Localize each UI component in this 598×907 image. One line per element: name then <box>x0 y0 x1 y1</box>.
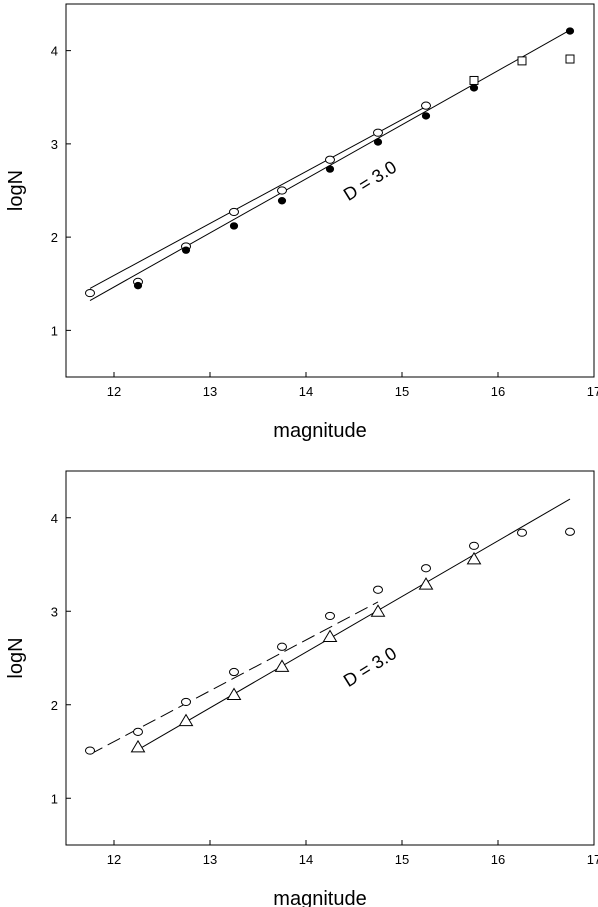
open-triangle-point <box>322 629 338 642</box>
filled-circle-point <box>325 165 335 173</box>
open-triangle-point <box>274 659 290 672</box>
open-circle-point <box>421 564 431 573</box>
y-tick-label: 1 <box>51 791 58 806</box>
plot-frame <box>65 3 595 378</box>
axis-ticks <box>66 517 595 845</box>
open-circle-point <box>277 642 287 651</box>
fit-line-solid <box>89 29 571 301</box>
open-circle-point <box>181 697 191 707</box>
x-tick-label: 15 <box>395 852 409 867</box>
y-tick-label: 1 <box>51 323 58 338</box>
open-square-point <box>565 54 575 64</box>
open-circle-point <box>373 585 383 594</box>
x-tick-label: 15 <box>395 384 409 399</box>
x-tick-label: 17 <box>587 852 598 867</box>
y-tick-label: 4 <box>51 44 58 59</box>
fit-line-dashed <box>89 601 379 755</box>
open-triangle-point <box>226 687 242 700</box>
x-tick-label: 14 <box>299 384 313 399</box>
open-circle-point <box>277 186 287 195</box>
x-tick-label: 16 <box>491 852 505 867</box>
open-circle-point <box>469 541 479 550</box>
y-tick-label: 2 <box>51 698 58 713</box>
open-circle-point <box>85 288 95 298</box>
fit-line-solid <box>89 106 427 289</box>
filled-circle-point <box>373 138 383 146</box>
filled-circle-point <box>181 246 191 254</box>
open-triangle-point <box>466 551 482 565</box>
open-circle-point <box>517 528 527 537</box>
x-tick-label: 12 <box>107 852 121 867</box>
plot-frame <box>65 470 595 846</box>
open-triangle-point <box>418 577 434 590</box>
x-tick-label: 16 <box>491 384 505 399</box>
slope-annotation: D = 3.0 <box>340 157 400 205</box>
slope-annotation: D = 3.0 <box>340 643 400 691</box>
fit-lines <box>89 29 571 301</box>
open-square-point <box>517 56 527 66</box>
axis-ticks <box>66 50 595 377</box>
open-circle-point <box>229 207 239 217</box>
open-circle-point <box>325 155 335 164</box>
x-tick-label: 12 <box>107 384 121 399</box>
open-circle-point <box>421 101 431 110</box>
filled-circle-point <box>421 112 431 120</box>
data-markers <box>85 27 575 298</box>
filled-circle-point <box>277 197 287 205</box>
open-circle-point <box>85 746 95 755</box>
open-circle-point <box>565 527 575 536</box>
data-markers <box>85 527 575 755</box>
x-tick-label: 14 <box>299 852 313 867</box>
open-triangle-point <box>370 604 386 617</box>
y-tick-label: 3 <box>51 604 58 619</box>
y-tick-label: 4 <box>51 511 58 526</box>
open-square-point <box>469 75 479 85</box>
x-tick-label: 17 <box>587 384 598 399</box>
y-tick-label: 2 <box>51 230 58 245</box>
x-axis-label: magnitude <box>273 420 366 442</box>
x-tick-label: 13 <box>203 384 217 399</box>
open-circle-point <box>373 128 383 137</box>
open-triangle-point <box>178 713 194 727</box>
fit-lines <box>89 498 571 755</box>
open-triangle-point <box>130 739 146 753</box>
fit-line-solid <box>137 498 571 751</box>
filled-circle-point <box>469 84 479 92</box>
open-circle-point <box>229 667 239 677</box>
y-axis-label: logN <box>5 637 27 678</box>
open-circle-point <box>133 727 143 736</box>
filled-circle-point <box>229 222 239 230</box>
y-tick-label: 3 <box>51 137 58 152</box>
y-axis-label: logN <box>5 170 27 211</box>
x-tick-label: 13 <box>203 852 217 867</box>
x-axis-label: magnitude <box>273 888 366 907</box>
open-circle-point <box>325 611 335 621</box>
filled-circle-point <box>565 27 575 35</box>
filled-circle-point <box>133 281 143 290</box>
